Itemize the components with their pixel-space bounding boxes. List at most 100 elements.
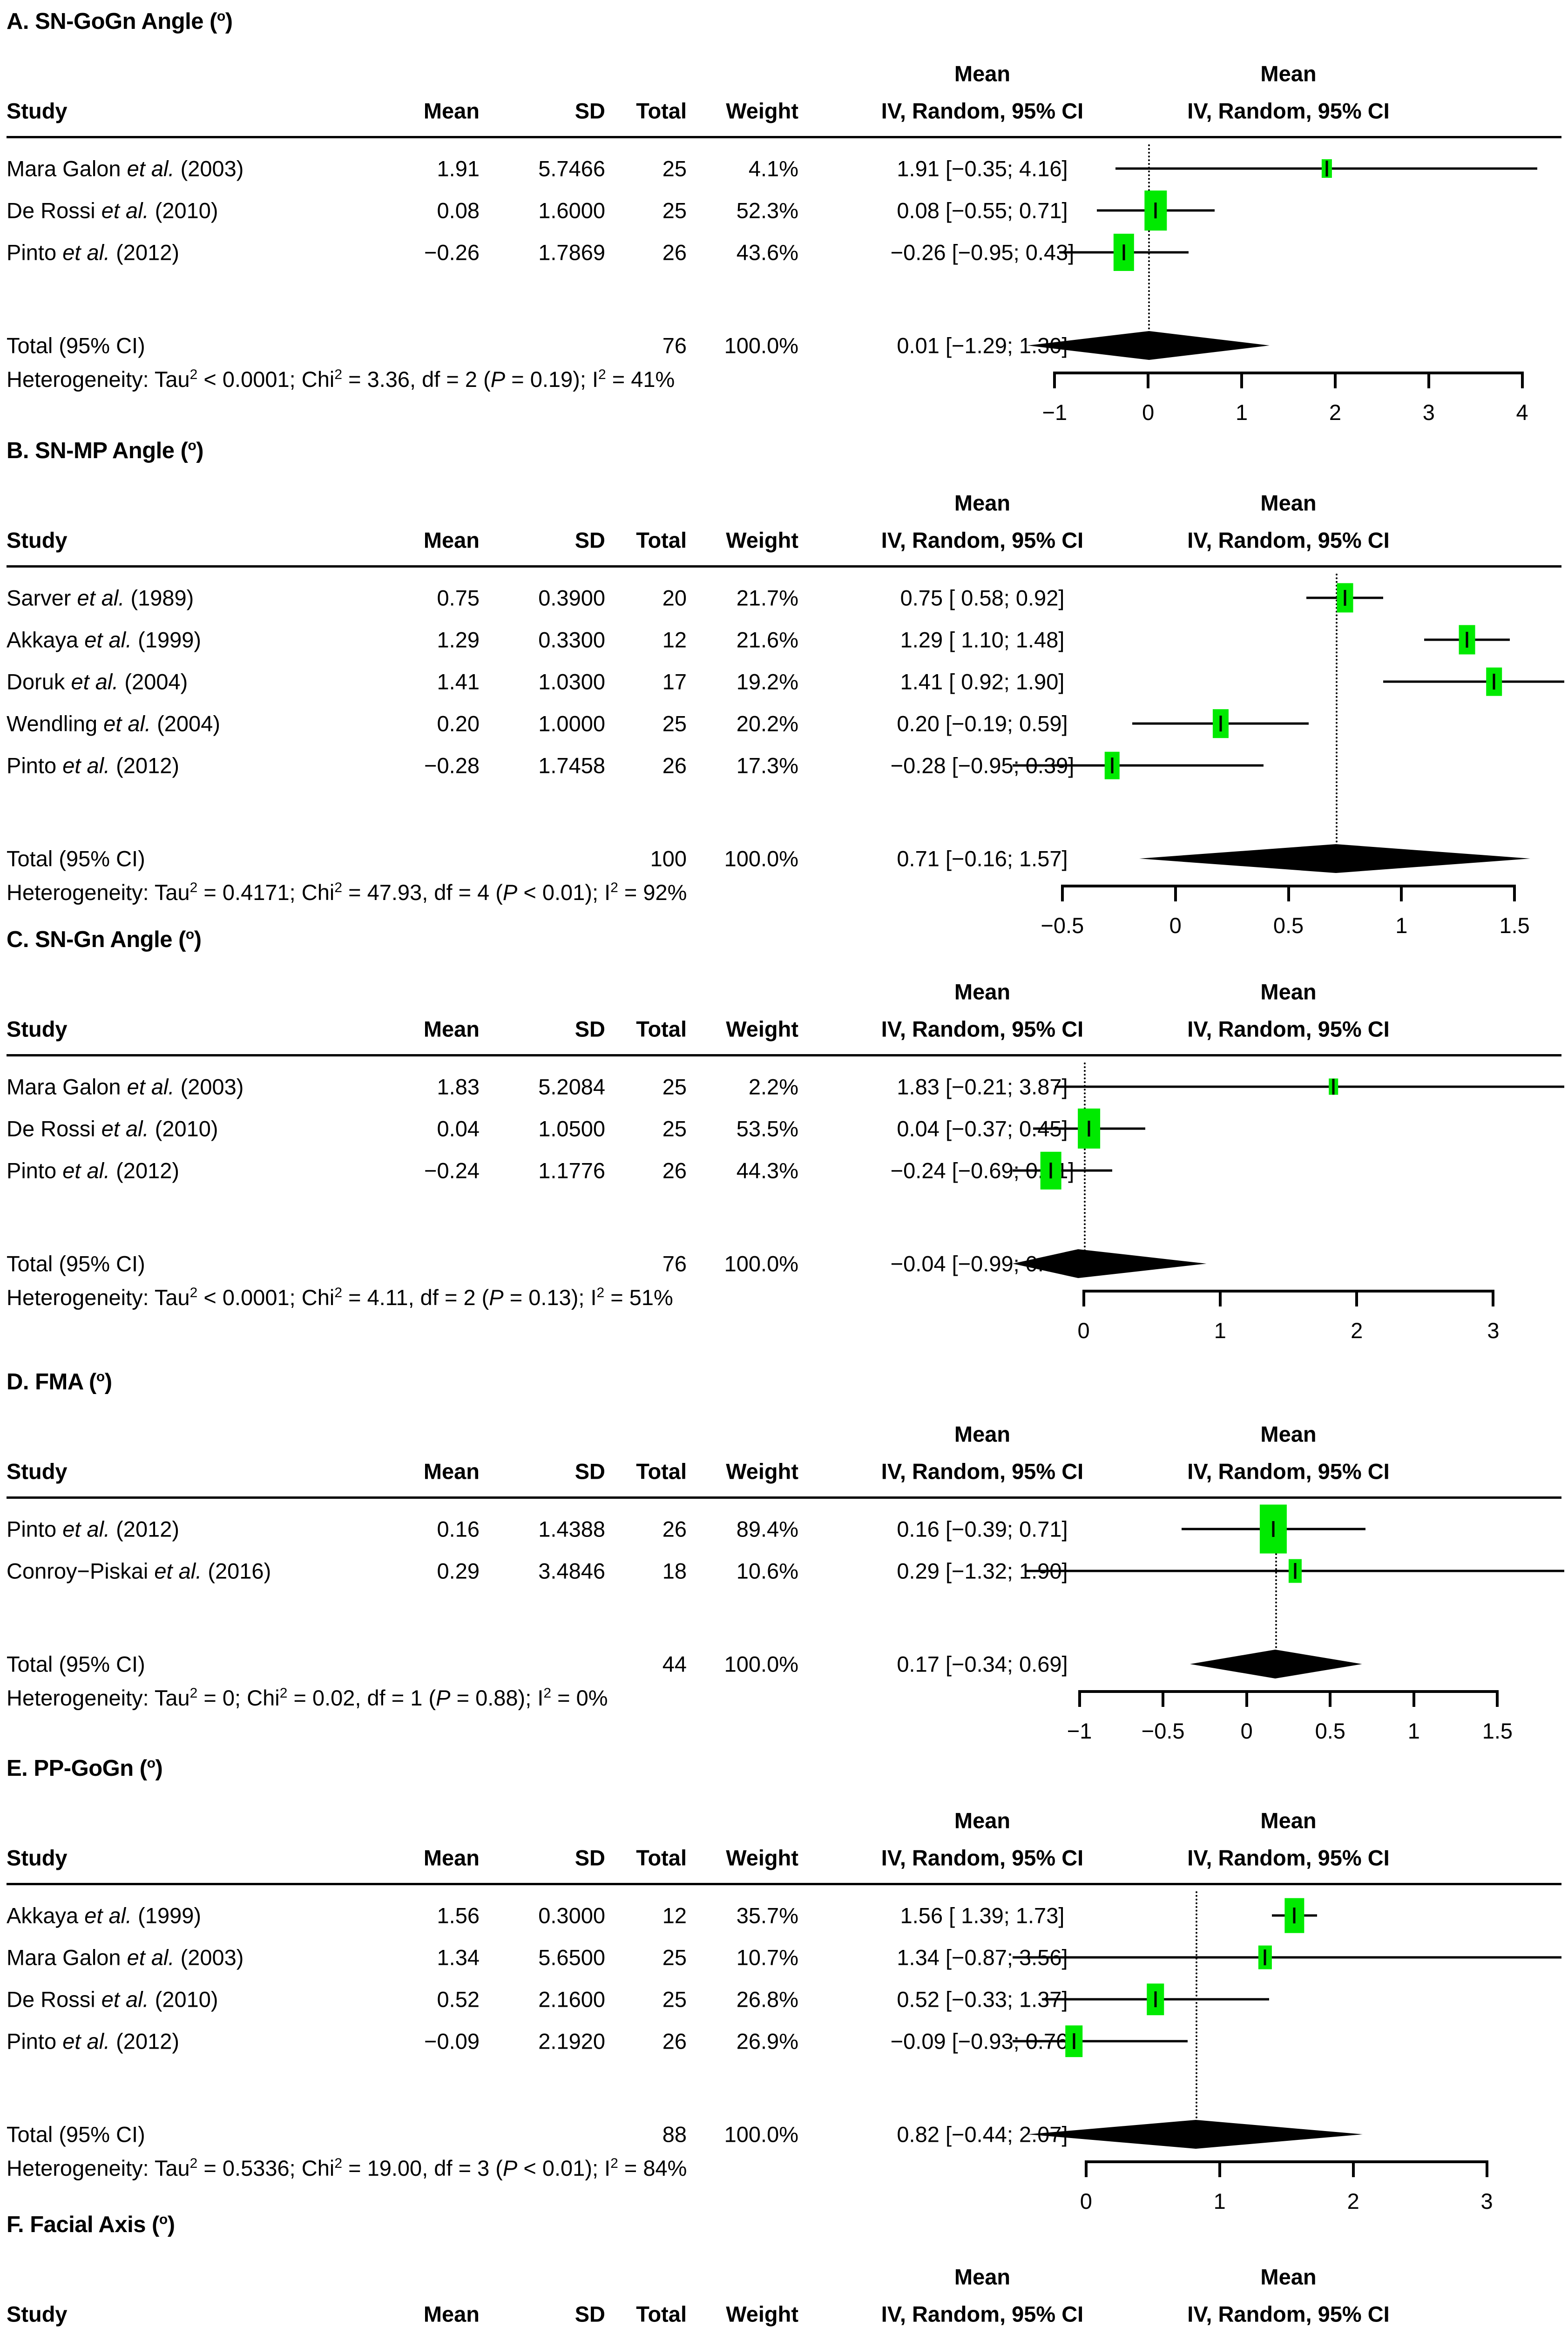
- header-iv-ci: IV, Random, 95% CI: [881, 1459, 1084, 1484]
- study-weight: 43.6%: [736, 240, 798, 265]
- total-label: Total (95% CI): [7, 2122, 145, 2147]
- panel-D: D. FMA (o) Mean Mean Study Mean SD Total Weight…: [0, 1360, 1568, 1780]
- study-sd: 1.0000: [538, 711, 605, 736]
- x-axis-label: 0: [1077, 1318, 1090, 1343]
- x-axis-label: 0.5: [1273, 913, 1304, 938]
- heterogeneity-text: Heterogeneity: Tau2 < 0.0001; Chi2 = 4.1…: [7, 1285, 673, 1310]
- point-estimate-tick: [1294, 1563, 1297, 1579]
- study-mean: −0.09: [424, 2029, 480, 2054]
- header-study: Study: [7, 528, 68, 553]
- study-name: Pinto et al. (2012): [7, 240, 180, 265]
- study-total: 18: [662, 1558, 687, 1584]
- x-axis-tick: [1084, 2160, 1088, 2177]
- point-estimate-tick: [1122, 244, 1125, 260]
- x-axis-label: 1: [1214, 1318, 1226, 1343]
- x-axis-tick: [1240, 372, 1244, 388]
- heterogeneity-text: Heterogeneity: Tau2 = 0; Chi2 = 0.02, df…: [7, 1685, 608, 1710]
- header-mean-plot: Mean: [1260, 2264, 1317, 2289]
- study-mean: 0.29: [437, 1558, 480, 1584]
- header-mean-plot: Mean: [1260, 979, 1317, 1004]
- x-axis-tick: [1218, 1290, 1222, 1306]
- header-iv-ci: IV, Random, 95% CI: [881, 98, 1084, 123]
- study-sd: 0.3900: [538, 585, 605, 610]
- x-axis-tick: [1174, 885, 1177, 901]
- header-iv-plot: IV, Random, 95% CI: [1187, 1459, 1390, 1484]
- total-label: Total (95% CI): [7, 846, 145, 871]
- total-weight: 100.0%: [724, 1251, 798, 1276]
- header-mean: Mean: [423, 1016, 480, 1042]
- header-rule: [7, 565, 1561, 568]
- ci-bar: [1013, 1169, 1113, 1172]
- x-axis-label: 1: [1407, 1719, 1420, 1743]
- study-weight: 26.9%: [736, 2029, 798, 2054]
- x-axis-tick: [1521, 372, 1524, 388]
- study-total: 26: [662, 753, 687, 778]
- header-study: Study: [7, 98, 68, 123]
- x-axis-label: −1: [1042, 400, 1068, 425]
- study-weight: 35.7%: [736, 1903, 798, 1928]
- header-total: Total: [636, 1016, 687, 1042]
- header-sd: SD: [574, 528, 605, 553]
- point-estimate-tick: [1264, 1949, 1266, 1965]
- panel-grid-F: Mean Mean Study Mean SD Total Weight IV, Random…: [0, 2203, 1568, 2328]
- study-total: 25: [662, 1987, 687, 2012]
- panel-grid-E: Mean Mean Study Mean SD Total Weight IV, Random…: [0, 1747, 1568, 2213]
- study-total: 25: [662, 1074, 687, 1099]
- x-axis-tick: [1412, 1690, 1415, 1707]
- point-estimate-tick: [1325, 161, 1328, 176]
- study-name: Conroy−Piskai et al. (2016): [7, 1558, 271, 1584]
- header-mean: Mean: [423, 1845, 480, 1870]
- header-total: Total: [636, 98, 687, 123]
- panel-title-C: C. SN-Gn Angle (o): [7, 927, 202, 952]
- study-ci-text: 1.83 [−0.21; 3.87]: [897, 1074, 1068, 1099]
- study-total: 25: [662, 1116, 687, 1141]
- x-axis-label: 1: [1235, 400, 1248, 425]
- study-weight: 20.2%: [736, 711, 798, 736]
- study-mean: 1.29: [437, 627, 480, 652]
- header-mean-ci: Mean: [954, 490, 1011, 515]
- heterogeneity-text: Heterogeneity: Tau2 = 0.4171; Chi2 = 47.…: [7, 880, 687, 905]
- reference-line: [1148, 144, 1150, 341]
- study-total: 25: [662, 156, 687, 181]
- header-iv-plot: IV, Random, 95% CI: [1187, 2301, 1390, 2327]
- total-weight: 100.0%: [724, 2122, 798, 2147]
- study-total: 25: [662, 711, 687, 736]
- panel-grid-D: Mean Mean Study Mean SD Total Weight IV, Random…: [0, 1360, 1568, 1780]
- header-iv-ci: IV, Random, 95% CI: [881, 528, 1084, 553]
- header-mean-plot: Mean: [1260, 1421, 1317, 1447]
- x-axis-label: 2: [1347, 2189, 1359, 2213]
- summary-diamond: [1190, 1650, 1362, 1678]
- study-ci-text: 0.08 [−0.55; 0.71]: [897, 198, 1068, 223]
- study-mean: −0.26: [424, 240, 480, 265]
- ci-bar: [1383, 680, 1564, 683]
- header-total: Total: [636, 1845, 687, 1870]
- header-iv-plot: IV, Random, 95% CI: [1187, 1845, 1390, 1870]
- x-axis-label: −0.5: [1141, 1719, 1185, 1743]
- x-axis-tick: [1218, 2160, 1221, 2177]
- x-axis-tick: [1496, 1690, 1499, 1707]
- x-axis-label: −0.5: [1041, 913, 1084, 938]
- study-name: Pinto et al. (2012): [7, 1516, 180, 1542]
- study-ci-text: −0.26 [−0.95; 0.43]: [890, 240, 1075, 265]
- total-weight: 100.0%: [724, 846, 798, 871]
- point-estimate-tick: [1154, 203, 1157, 218]
- point-estimate-tick: [1154, 1991, 1157, 2007]
- x-axis-label: 2: [1351, 1318, 1363, 1343]
- study-name: De Rossi et al. (2010): [7, 1987, 218, 2012]
- study-sd: 0.3300: [538, 627, 605, 652]
- panel-title-A: A. SN-GoGn Angle (o): [7, 8, 233, 34]
- x-axis-tick: [1245, 1690, 1248, 1707]
- header-rule: [7, 1883, 1561, 1885]
- point-estimate-tick: [1293, 1908, 1296, 1923]
- total-count: 88: [662, 2122, 687, 2147]
- study-ci-text: 1.41 [ 0.92; 1.90]: [900, 669, 1065, 694]
- panel-grid-C: Mean Mean Study Mean SD Total Weight IV, Random…: [0, 918, 1568, 1343]
- total-weight: 100.0%: [724, 1651, 798, 1677]
- point-estimate-tick: [1466, 632, 1468, 648]
- x-axis-label: 0: [1142, 400, 1155, 425]
- study-name: Akkaya et al. (1999): [7, 1903, 202, 1928]
- study-name: Mara Galon et al. (2003): [7, 156, 244, 181]
- x-axis-tick: [1061, 885, 1064, 901]
- study-total: 26: [662, 2029, 687, 2054]
- ci-bar: [1054, 1085, 1564, 1088]
